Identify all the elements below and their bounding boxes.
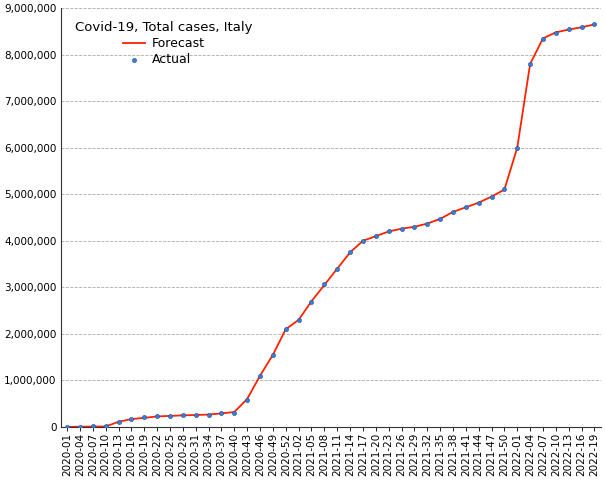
Forecast — [539, 36, 546, 41]
Actual — [217, 409, 226, 417]
Forecast — [231, 409, 238, 415]
Forecast — [166, 413, 174, 419]
Actual — [512, 144, 522, 152]
Forecast — [488, 194, 495, 200]
Forecast — [321, 282, 328, 288]
Actual — [178, 411, 188, 419]
Forecast — [295, 317, 302, 323]
Forecast — [590, 22, 598, 27]
Actual — [307, 298, 316, 306]
Actual — [461, 203, 471, 210]
Actual — [564, 25, 574, 33]
Forecast — [76, 424, 83, 430]
Actual — [332, 265, 342, 273]
Actual — [191, 411, 201, 419]
Forecast — [257, 373, 264, 379]
Forecast — [462, 204, 469, 210]
Forecast — [514, 145, 521, 151]
Forecast — [424, 221, 431, 227]
Actual — [243, 396, 252, 404]
Actual — [589, 21, 599, 28]
Forecast — [578, 24, 585, 30]
Actual — [448, 208, 458, 216]
Actual — [500, 185, 509, 193]
Actual — [140, 413, 149, 421]
Forecast — [154, 414, 161, 420]
Forecast — [552, 29, 560, 35]
Actual — [294, 316, 304, 324]
Line: Forecast: Forecast — [67, 24, 594, 427]
Actual — [114, 418, 123, 426]
Actual — [384, 228, 393, 235]
Actual — [229, 409, 239, 417]
Forecast — [565, 27, 572, 33]
Forecast — [192, 412, 200, 418]
Actual — [165, 412, 175, 420]
Forecast — [359, 238, 367, 244]
Actual — [319, 281, 329, 288]
Actual — [422, 220, 432, 228]
Actual — [345, 249, 355, 256]
Forecast — [398, 226, 405, 231]
Actual — [281, 325, 290, 333]
Forecast — [501, 187, 508, 192]
Forecast — [333, 266, 341, 272]
Actual — [410, 223, 419, 230]
Forecast — [179, 412, 186, 418]
Forecast — [218, 410, 225, 416]
Forecast — [308, 299, 315, 304]
Actual — [435, 215, 445, 223]
Forecast — [269, 352, 276, 358]
Actual — [88, 422, 97, 430]
Forecast — [128, 416, 135, 422]
Forecast — [64, 424, 71, 430]
Legend: Forecast, Actual: Forecast, Actual — [73, 19, 255, 69]
Actual — [397, 225, 407, 233]
Actual — [62, 423, 72, 431]
Forecast — [411, 224, 418, 230]
Actual — [75, 423, 85, 431]
Forecast — [89, 424, 96, 430]
Forecast — [141, 415, 148, 420]
Actual — [538, 36, 548, 43]
Forecast — [436, 216, 443, 222]
Actual — [204, 411, 214, 419]
Forecast — [475, 200, 482, 205]
Actual — [268, 351, 278, 359]
Actual — [486, 193, 496, 201]
Forecast — [102, 423, 110, 429]
Actual — [551, 29, 561, 36]
Actual — [126, 415, 136, 423]
Actual — [371, 232, 381, 240]
Actual — [152, 412, 162, 420]
Actual — [474, 199, 483, 206]
Forecast — [115, 419, 122, 425]
Forecast — [347, 250, 354, 255]
Forecast — [282, 326, 289, 332]
Forecast — [244, 396, 251, 402]
Forecast — [385, 228, 392, 234]
Forecast — [450, 209, 457, 215]
Forecast — [372, 233, 379, 239]
Actual — [358, 238, 368, 245]
Forecast — [205, 412, 212, 418]
Actual — [577, 23, 586, 31]
Actual — [255, 372, 265, 380]
Actual — [525, 60, 535, 68]
Actual — [101, 422, 111, 430]
Forecast — [526, 61, 534, 67]
